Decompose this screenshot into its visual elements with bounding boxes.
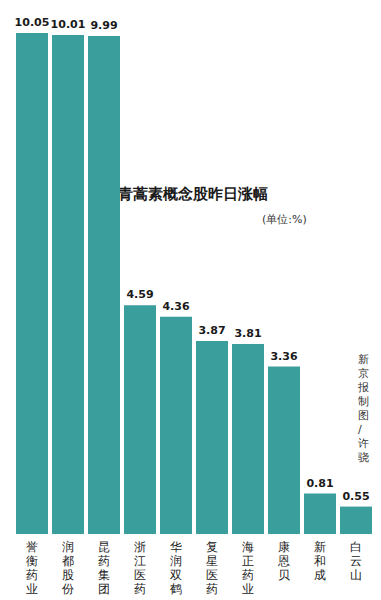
- svg-text:贝: 贝: [278, 568, 290, 582]
- svg-text:江: 江: [134, 554, 146, 568]
- svg-text:业: 业: [242, 582, 254, 596]
- svg-text:骁: 骁: [358, 451, 369, 464]
- svg-text:成: 成: [314, 568, 326, 582]
- svg-text:3.81: 3.81: [234, 327, 261, 340]
- svg-text:图: 图: [358, 409, 369, 422]
- svg-text:药: 药: [98, 554, 110, 568]
- svg-text:正: 正: [242, 554, 254, 568]
- svg-text:医: 医: [134, 568, 146, 582]
- svg-text:/: /: [358, 423, 362, 436]
- svg-text:星: 星: [206, 554, 218, 568]
- svg-text:0.81: 0.81: [306, 477, 333, 490]
- svg-text:白: 白: [350, 540, 362, 554]
- svg-text:制: 制: [358, 395, 369, 408]
- svg-text:衡: 衡: [26, 554, 38, 568]
- svg-text:份: 份: [62, 582, 74, 596]
- svg-text:4.59: 4.59: [126, 288, 153, 301]
- svg-text:药: 药: [26, 568, 38, 582]
- svg-text:润: 润: [62, 540, 74, 554]
- svg-text:药: 药: [242, 568, 254, 582]
- svg-text:鹤: 鹤: [170, 582, 182, 596]
- svg-text:双: 双: [170, 568, 182, 582]
- svg-text:股: 股: [62, 568, 74, 582]
- svg-text:山: 山: [350, 568, 362, 582]
- svg-text:报: 报: [357, 381, 369, 394]
- svg-text:昆: 昆: [98, 540, 110, 554]
- svg-text:药: 药: [134, 582, 146, 596]
- svg-text:青蒿素概念股昨日涨幅: 青蒿素概念股昨日涨幅: [117, 185, 268, 203]
- svg-text:0.55: 0.55: [342, 490, 369, 503]
- svg-text:恩: 恩: [277, 554, 290, 568]
- svg-text:和: 和: [314, 554, 326, 568]
- svg-text:(单位:%): (单位:%): [262, 213, 307, 226]
- svg-text:3.36: 3.36: [270, 350, 297, 363]
- svg-text:9.99: 9.99: [90, 19, 117, 32]
- svg-text:3.87: 3.87: [198, 324, 225, 337]
- svg-text:集: 集: [98, 568, 110, 582]
- svg-text:云: 云: [350, 554, 362, 568]
- svg-text:医: 医: [206, 568, 218, 582]
- svg-text:4.36: 4.36: [162, 300, 189, 313]
- svg-text:康: 康: [278, 540, 290, 554]
- svg-text:业: 业: [26, 582, 38, 596]
- svg-text:团: 团: [98, 582, 110, 596]
- svg-text:誉: 誉: [26, 540, 38, 554]
- svg-text:新: 新: [358, 353, 369, 366]
- svg-text:新: 新: [314, 540, 326, 554]
- svg-text:药: 药: [206, 582, 218, 596]
- svg-text:浙: 浙: [134, 540, 146, 554]
- svg-text:海: 海: [242, 540, 254, 554]
- svg-text:京: 京: [358, 367, 369, 380]
- svg-text:华: 华: [170, 540, 182, 554]
- svg-text:许: 许: [358, 437, 369, 450]
- svg-text:10.05: 10.05: [15, 16, 50, 29]
- svg-text:润: 润: [170, 554, 182, 568]
- svg-text:复: 复: [206, 540, 218, 554]
- svg-text:都: 都: [62, 554, 74, 568]
- svg-text:10.01: 10.01: [51, 18, 86, 31]
